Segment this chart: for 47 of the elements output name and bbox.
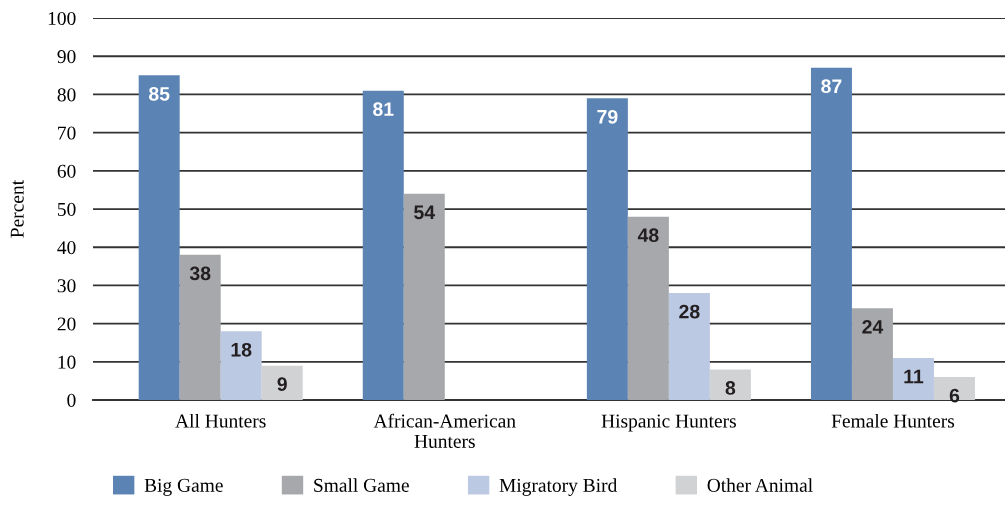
data-label: 81 bbox=[373, 102, 394, 117]
bar bbox=[851, 308, 893, 400]
bar bbox=[362, 90, 404, 400]
legend-label: Migratory Bird bbox=[499, 478, 618, 496]
data-label: 28 bbox=[679, 304, 700, 319]
y-tick-label: 40 bbox=[57, 241, 76, 255]
y-tick-label: 100 bbox=[48, 11, 76, 25]
bar bbox=[261, 365, 303, 400]
bar bbox=[709, 369, 751, 400]
bar bbox=[892, 357, 934, 400]
y-axis-title: Percent bbox=[10, 179, 24, 238]
bar bbox=[627, 216, 669, 400]
legend-label: Big Game bbox=[144, 478, 223, 496]
legend-label: Other Animal bbox=[707, 478, 813, 492]
y-tick-label: 0 bbox=[67, 393, 76, 407]
data-label: 87 bbox=[821, 79, 842, 94]
x-tick-label: Hispanic Hunters bbox=[601, 414, 736, 432]
data-label: 11 bbox=[904, 369, 924, 384]
x-tick-label: African-American Hunters bbox=[373, 413, 516, 448]
y-tick-label: 10 bbox=[58, 355, 76, 369]
legend-label: Small Game bbox=[314, 478, 409, 492]
y-tick-label: 60 bbox=[57, 164, 76, 178]
bar bbox=[668, 293, 710, 400]
x-tick-label: Female Hunters bbox=[831, 413, 955, 428]
bar bbox=[138, 75, 180, 400]
data-label: 54 bbox=[414, 205, 435, 220]
y-tick-label: 90 bbox=[57, 50, 76, 64]
bar bbox=[810, 67, 852, 400]
data-label: 48 bbox=[637, 228, 659, 243]
x-tick-label: All Hunters bbox=[175, 413, 266, 428]
y-tick-label: 80 bbox=[57, 88, 76, 102]
data-label: 18 bbox=[231, 342, 252, 357]
data-label: 79 bbox=[597, 109, 618, 124]
y-tick-label: 20 bbox=[57, 317, 76, 331]
y-tick-label: 70 bbox=[58, 126, 76, 140]
bar bbox=[403, 193, 445, 400]
bar bbox=[220, 331, 262, 400]
bar bbox=[586, 98, 628, 400]
y-tick-label: 50 bbox=[57, 202, 76, 216]
y-tick-label: 30 bbox=[57, 279, 76, 293]
data-label: 8 bbox=[725, 381, 736, 395]
data-label: 85 bbox=[148, 86, 170, 101]
data-label: 6 bbox=[949, 388, 960, 403]
data-label: 24 bbox=[862, 319, 884, 334]
data-label: 9 bbox=[277, 377, 287, 392]
bar bbox=[179, 254, 221, 400]
data-label: 38 bbox=[189, 266, 211, 281]
